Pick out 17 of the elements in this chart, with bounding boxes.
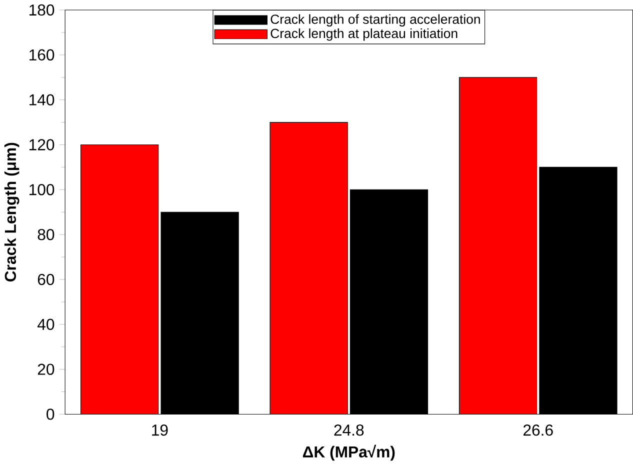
y-tick-label: 80 — [38, 228, 54, 240]
x-tick-label: 19 — [152, 424, 168, 436]
legend-label: Crack length of starting acceleration — [270, 14, 480, 27]
y-tick-label: 120 — [30, 139, 54, 150]
y-tick-label: 180 — [30, 4, 54, 16]
y-tick-label: 0 — [46, 408, 54, 420]
y-tick-label: 60 — [38, 274, 54, 286]
y-tick-label: 160 — [30, 49, 54, 61]
legend-label: Crack length at plateau initiation — [270, 28, 458, 41]
y-tick-label: 40 — [38, 318, 54, 330]
x-axis-title: ΔK (MPa√m) — [302, 444, 395, 461]
y-axis-title: Crack Length (μm) — [4, 142, 20, 282]
x-tick-label: 26.6 — [523, 424, 553, 436]
x-tick-label: 24.8 — [334, 424, 364, 436]
y-tick-label: 100 — [30, 184, 54, 196]
y-tick-label: 20 — [38, 364, 54, 375]
y-tick-label: 140 — [30, 94, 54, 106]
